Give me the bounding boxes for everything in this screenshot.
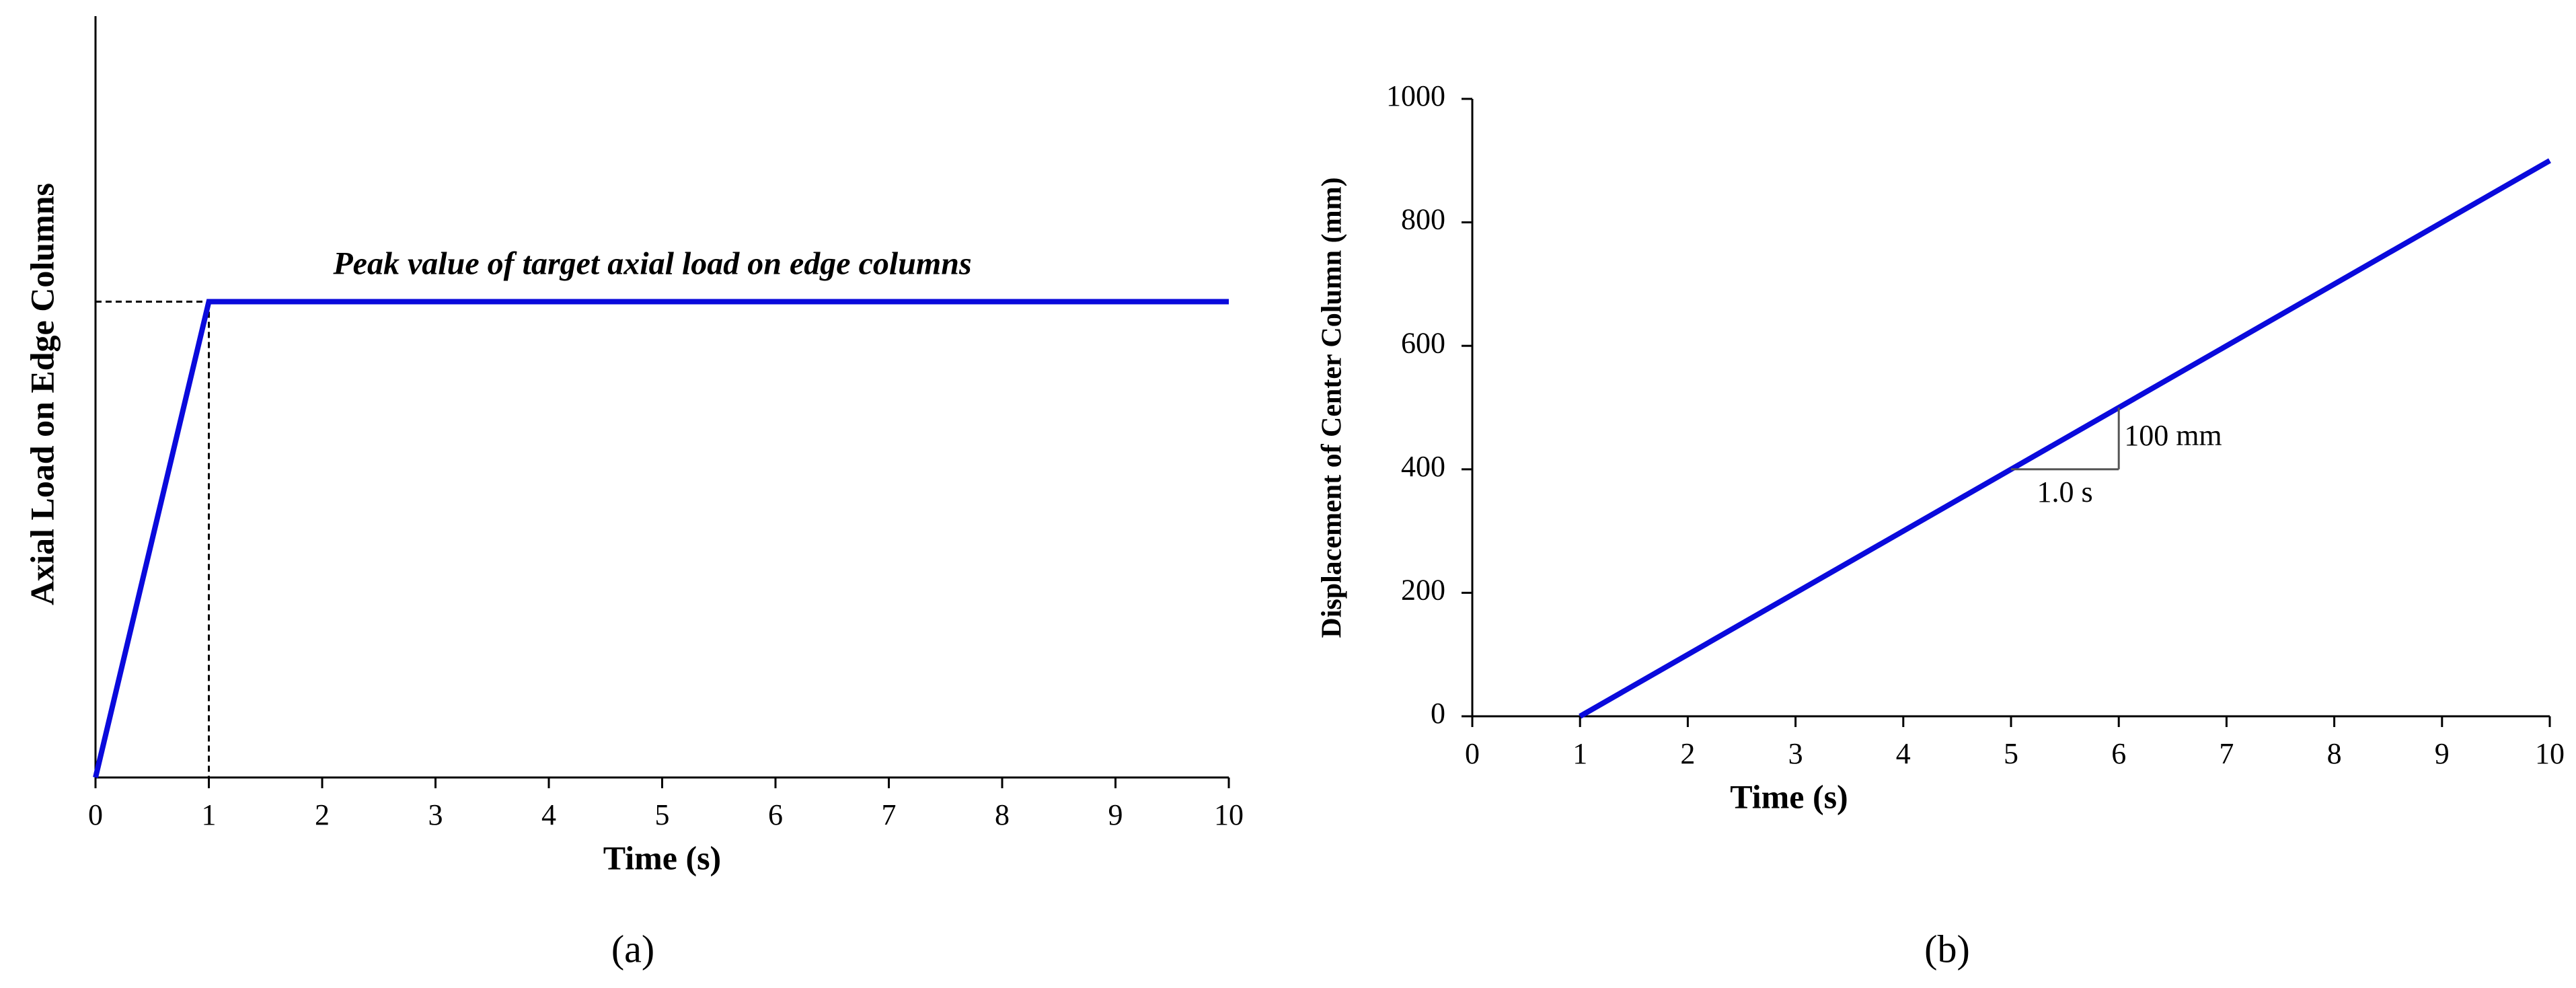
data-line <box>93 299 1229 778</box>
caption: (b) <box>1924 927 1970 971</box>
y-axis-title: Axial Load on Edge Columns <box>23 183 61 605</box>
x-tick-label: 1 <box>202 798 217 831</box>
y-tick-label: 200 <box>1401 573 1445 606</box>
x-tick-label: 4 <box>1896 737 1911 770</box>
x-tick-label: 2 <box>1680 737 1695 770</box>
x-tick-label: 8 <box>995 798 1010 831</box>
y-tick-label: 1000 <box>1386 79 1445 112</box>
x-axis-title: Time (s) <box>603 839 721 876</box>
y-tick-label: 400 <box>1401 450 1445 483</box>
y-tick-label: 800 <box>1401 203 1445 236</box>
y-tick-label: 600 <box>1401 326 1445 359</box>
x-tick-label: 4 <box>541 798 556 831</box>
x-tick-label: 3 <box>1788 737 1803 770</box>
x-tick-label: 6 <box>768 798 783 831</box>
slope-run-label: 1.0 s <box>2037 476 2093 508</box>
annotation: Peak value of target axial load on edge … <box>332 246 971 282</box>
x-tick-label: 1 <box>1573 737 1587 770</box>
x-tick-label: 3 <box>428 798 443 831</box>
x-tick-label: 6 <box>2111 737 2126 770</box>
x-tick-label: 2 <box>315 798 330 831</box>
y-tick-label: 0 <box>1431 697 1445 730</box>
x-tick-label: 9 <box>1108 798 1123 831</box>
data-line <box>1579 158 2551 719</box>
caption: (a) <box>611 927 654 971</box>
slope-rise-label: 100 mm <box>2124 419 2222 452</box>
x-tick-label: 10 <box>2535 737 2565 770</box>
x-axis-title: Time (s) <box>1730 777 1848 815</box>
x-tick-label: 8 <box>2327 737 2342 770</box>
x-tick-label: 9 <box>2435 737 2450 770</box>
x-tick-label: 0 <box>1465 737 1480 770</box>
x-tick-label: 7 <box>2219 737 2234 770</box>
x-tick-label: 10 <box>1214 798 1244 831</box>
x-tick-label: 5 <box>655 798 670 831</box>
x-tick-label: 0 <box>88 798 103 831</box>
y-axis-title: Displacement of Center Column (mm) <box>1317 177 1348 638</box>
x-tick-label: 5 <box>2004 737 2018 770</box>
x-tick-label: 7 <box>882 798 897 831</box>
